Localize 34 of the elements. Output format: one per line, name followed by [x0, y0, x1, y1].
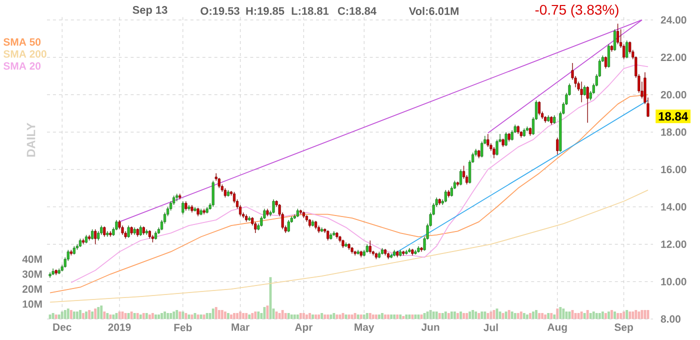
annotation: O:19.53 [200, 7, 240, 15]
annotation: Sep 13 [132, 6, 168, 16]
annotation: C:18.84 [338, 7, 376, 15]
text: SMA 50 [4, 38, 41, 46]
y-tick-label: 14.00 [661, 203, 686, 211]
x-tick-label: Dec [53, 324, 72, 331]
y2-tick-label: 20M [22, 285, 42, 293]
y-tick-label: 20.00 [660, 91, 686, 98]
y-tick-label: 10.00 [661, 278, 686, 286]
annotation: 18.84 [658, 112, 688, 121]
x-tick-label: May [354, 324, 374, 333]
annotation: Vol:6.01M [408, 6, 458, 16]
x-tick-label: Sep [614, 324, 633, 333]
annotation: L:18.81 [292, 7, 329, 15]
y2-tick-label: 40M [22, 255, 42, 263]
y-tick-label: 24.00 [660, 16, 686, 24]
y-tick-label: 16.00 [661, 166, 686, 174]
annotation: H:19.85 [246, 7, 284, 15]
text: SMA 200 [4, 50, 46, 58]
x-tick-label: Aug [547, 324, 567, 333]
annotation: -0.75 (3.83%) [535, 4, 618, 18]
y-tick-label: 22.00 [660, 54, 686, 62]
x-tick-label: Mar [232, 324, 250, 331]
x-tick-label: Jul [484, 324, 498, 332]
y-tick-label: 12.00 [661, 240, 686, 248]
x-tick-label: Jun [421, 324, 440, 331]
y-tick-label: 18.00 [661, 128, 686, 136]
x-tick-label: Apr [294, 324, 313, 333]
y2-tick-label: 10M [22, 300, 42, 308]
y-tick-label: 8.00 [660, 315, 680, 323]
y2-tick-label: 30M [22, 270, 42, 278]
text: SMA 20 [4, 62, 41, 70]
x-tick-label: Feb [174, 324, 192, 332]
x-tick-label: 2019 [108, 324, 131, 331]
